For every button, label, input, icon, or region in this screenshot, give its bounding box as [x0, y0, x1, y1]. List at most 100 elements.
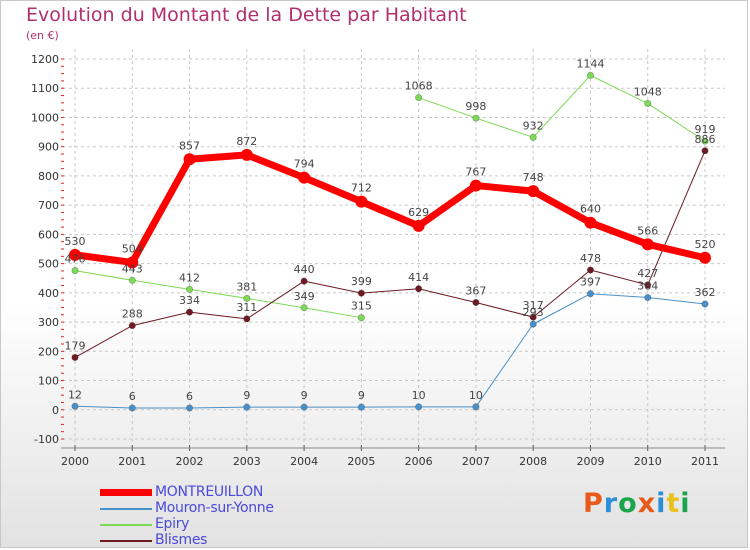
data-point-mouron-sur-yonne [128, 404, 136, 412]
proxiti-logo: Proxiti [583, 488, 691, 519]
data-label-blismes: 311 [236, 301, 257, 314]
data-point-montreuillon [469, 179, 482, 192]
x-tick-label: 2006 [405, 455, 433, 468]
data-label-epiry: 412 [179, 271, 200, 284]
data-point-epiry [586, 71, 595, 79]
data-label-mouron-sur-yonne: 397 [580, 276, 601, 289]
data-label-epiry: 998 [465, 100, 486, 113]
data-label-epiry: 1048 [634, 85, 662, 98]
legend-label-epiry: Epiry [155, 516, 190, 532]
data-point-montreuillon [355, 195, 368, 208]
logo-letter: o [618, 488, 638, 519]
data-point-montreuillon [240, 148, 253, 161]
y-tick-label: 600 [38, 228, 59, 241]
data-point-montreuillon [126, 256, 139, 269]
legend-swatch-mouron-sur-yonne [100, 508, 152, 510]
data-point-mouron-sur-yonne [71, 402, 79, 410]
data-label-mouron-sur-yonne: 6 [129, 390, 136, 403]
data-label-montreuillon: 872 [236, 135, 257, 148]
data-label-blismes: 478 [580, 252, 601, 265]
y-tick-label: -100 [34, 433, 59, 446]
data-label-montreuillon: 748 [523, 171, 544, 184]
x-tick-label: 2009 [576, 455, 604, 468]
data-point-epiry [71, 267, 79, 275]
data-point-mouron-sur-yonne [472, 403, 480, 411]
y-tick-label: 500 [38, 258, 59, 271]
data-point-blismes [529, 313, 537, 321]
data-label-montreuillon: 794 [294, 158, 315, 171]
data-label-blismes: 414 [408, 271, 429, 284]
data-point-blismes [300, 277, 308, 285]
data-label-mouron-sur-yonne: 10 [412, 389, 426, 402]
legend-swatch-epiry [100, 524, 152, 526]
data-point-mouron-sur-yonne [644, 293, 652, 302]
x-tick-label: 2000 [61, 455, 89, 468]
y-tick-label: 1100 [31, 82, 59, 95]
legend-label-montreuillon: MONTREUILLON [155, 484, 264, 500]
x-tick-label: 2010 [634, 455, 662, 468]
data-point-mouron-sur-yonne [300, 403, 308, 411]
legend-label-mouron-sur-yonne: Mouron-sur-Yonne [155, 500, 274, 516]
data-point-mouron-sur-yonne [529, 320, 537, 328]
series-line-montreuillon [71, 151, 709, 266]
data-label-mouron-sur-yonne: 6 [186, 390, 193, 403]
data-point-blismes [128, 321, 136, 330]
data-point-epiry [300, 304, 308, 312]
data-point-blismes [644, 281, 652, 289]
data-point-mouron-sur-yonne [357, 403, 365, 411]
legend-label-blismes: Blismes [155, 532, 208, 548]
chart-title: Evolution du Montant de la Dette par Hab… [26, 4, 467, 26]
legend-swatch-blismes [100, 540, 152, 542]
logo-letter: P [583, 488, 604, 519]
data-label-mouron-sur-yonne: 10 [469, 389, 483, 402]
data-point-montreuillon [183, 153, 196, 166]
chart-subtitle: (en €) [26, 29, 59, 42]
legend-swatch-montreuillon [100, 489, 152, 496]
data-point-blismes [472, 298, 480, 307]
data-point-epiry [644, 99, 652, 108]
data-label-epiry: 932 [523, 119, 544, 132]
y-tick-label: 900 [38, 141, 59, 154]
x-tick-label: 2008 [519, 455, 547, 468]
y-tick-label: 200 [38, 345, 59, 358]
data-point-mouron-sur-yonne [701, 300, 709, 308]
x-tick-label: 2005 [347, 455, 375, 468]
data-label-blismes: 427 [637, 267, 658, 280]
data-label-blismes: 886 [695, 133, 716, 146]
x-tick-label: 2003 [233, 455, 261, 468]
data-label-epiry: 349 [294, 290, 315, 303]
series-line-epiry [74, 270, 362, 319]
data-label-epiry: 919 [695, 123, 716, 136]
data-label-epiry: 443 [122, 262, 143, 275]
data-label-blismes: 317 [523, 299, 544, 312]
data-label-epiry: 315 [351, 300, 372, 313]
data-label-mouron-sur-yonne: 362 [695, 286, 716, 299]
x-tick-label: 2011 [691, 455, 719, 468]
data-label-mouron-sur-yonne: 9 [243, 389, 250, 402]
data-label-montreuillon: 504 [122, 242, 143, 255]
data-point-blismes [357, 289, 365, 297]
data-point-epiry [357, 314, 365, 322]
y-tick-label: 800 [38, 170, 59, 183]
data-point-blismes [243, 315, 251, 323]
x-tick-label: 2007 [462, 455, 490, 468]
data-label-epiry: 1144 [576, 57, 604, 70]
x-tick-label: 2004 [290, 455, 318, 468]
data-point-mouron-sur-yonne [586, 290, 595, 298]
y-tick-label: 100 [38, 375, 59, 388]
data-point-epiry [185, 285, 194, 293]
data-label-blismes: 334 [179, 294, 200, 307]
data-point-montreuillon [69, 248, 81, 261]
logo-letter: i [680, 488, 691, 519]
data-label-montreuillon: 530 [65, 235, 86, 248]
data-label-montreuillon: 767 [465, 166, 486, 179]
data-label-epiry: 1068 [405, 80, 433, 93]
data-label-blismes: 367 [465, 284, 486, 297]
series-line-mouron-sur-yonne [74, 293, 706, 409]
data-label-blismes: 440 [294, 263, 315, 276]
data-label-montreuillon: 712 [351, 182, 372, 195]
data-point-epiry [243, 294, 251, 302]
data-point-mouron-sur-yonne [243, 403, 251, 411]
data-point-montreuillon [412, 219, 425, 232]
